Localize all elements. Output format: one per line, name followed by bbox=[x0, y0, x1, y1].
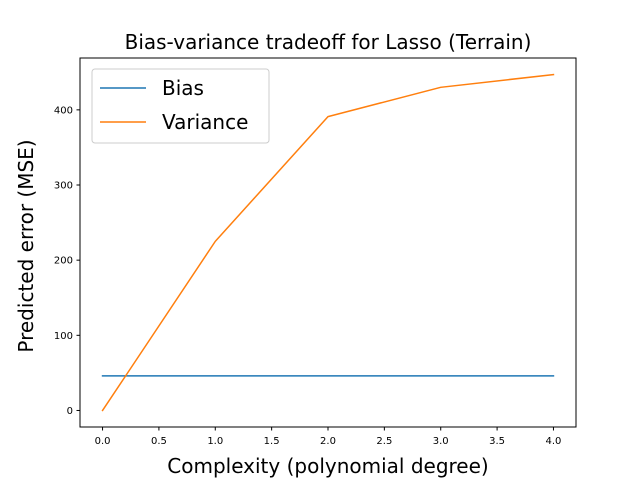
chart-title: Bias-variance tradeoff for Lasso (Terrai… bbox=[125, 30, 532, 54]
y-tick-label: 400 bbox=[54, 105, 73, 116]
x-tick-label: 2.5 bbox=[376, 436, 392, 447]
x-axis-title: Complexity (polynomial degree) bbox=[167, 454, 488, 478]
x-tick-label: 3.5 bbox=[489, 436, 505, 447]
x-tick-label: 0.0 bbox=[95, 436, 111, 447]
x-tick-label: 2.0 bbox=[320, 436, 336, 447]
legend: Bias Variance bbox=[91, 68, 270, 144]
y-axis-title: Predicted error (MSE) bbox=[14, 139, 38, 352]
y-tick-label: 300 bbox=[54, 181, 73, 192]
legend-label-variance: Variance bbox=[162, 110, 248, 134]
legend-label-bias: Bias bbox=[162, 76, 204, 100]
series-line-variance bbox=[101, 73, 555, 412]
y-tick-label: 100 bbox=[54, 331, 73, 342]
plot-area: 0.0 0.5 1.0 1.5 2.0 2.5 3.0 3.5 4.0 0 100 200 300 400 bbox=[54, 57, 577, 447]
x-tick-label: 1.0 bbox=[207, 436, 223, 447]
x-tick-label: 3.0 bbox=[433, 436, 449, 447]
x-tick-label: 4.0 bbox=[546, 436, 562, 447]
y-tick-label: 200 bbox=[54, 256, 73, 267]
x-tick-label: 1.5 bbox=[264, 436, 280, 447]
y-tick-label: 0 bbox=[67, 406, 73, 417]
x-tick-label: 0.5 bbox=[151, 436, 167, 447]
